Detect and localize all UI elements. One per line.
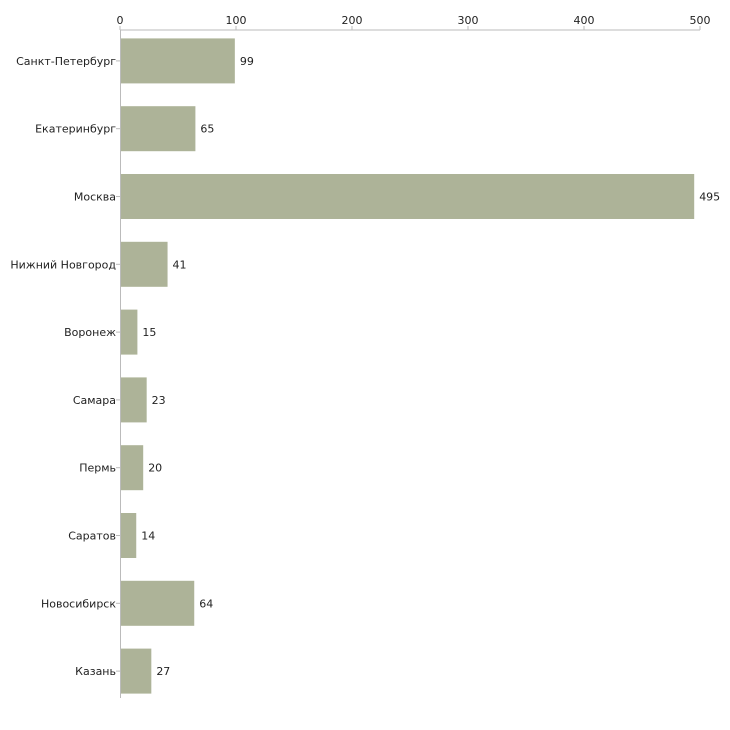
value-label: 23 [152, 394, 166, 407]
axes [116, 26, 701, 698]
bar [121, 309, 138, 355]
value-label: 14 [141, 530, 155, 543]
bar [121, 513, 137, 558]
category-label: Москва [74, 191, 116, 204]
bar [121, 241, 168, 287]
value-label: 41 [173, 258, 187, 271]
x-tick-label: 100 [226, 14, 247, 27]
value-label: 20 [148, 462, 162, 475]
bar [121, 445, 144, 491]
bar [121, 580, 195, 626]
category-label: Казань [75, 665, 116, 678]
bar [121, 174, 695, 219]
value-label: 99 [240, 55, 254, 68]
value-label: 27 [156, 665, 170, 678]
labels: 0 100 200 300 400 500 Санкт-Петербург 99 Екатери… [10, 14, 720, 678]
bar [121, 377, 147, 423]
value-label: 15 [142, 326, 156, 339]
category-label: Нижний Новгород [10, 258, 116, 271]
x-tick-label: 400 [574, 14, 595, 27]
x-tick-label: 200 [342, 14, 363, 27]
category-label: Екатеринбург [35, 123, 116, 136]
value-label: 65 [200, 123, 214, 136]
bar [121, 648, 152, 694]
value-label: 495 [699, 191, 720, 204]
bar [121, 38, 235, 84]
x-tick-label: 0 [117, 14, 124, 27]
bar [121, 106, 196, 152]
bars [121, 38, 695, 694]
x-tick-label: 300 [458, 14, 479, 27]
category-label: Воронеж [64, 326, 116, 339]
category-label: Саратов [68, 530, 116, 543]
category-label: Новосибирск [41, 597, 116, 610]
value-label: 64 [199, 597, 213, 610]
category-label: Самара [73, 394, 116, 407]
x-tick-label: 500 [690, 14, 711, 27]
category-label: Санкт-Петербург [16, 55, 116, 68]
category-label: Пермь [79, 462, 116, 475]
